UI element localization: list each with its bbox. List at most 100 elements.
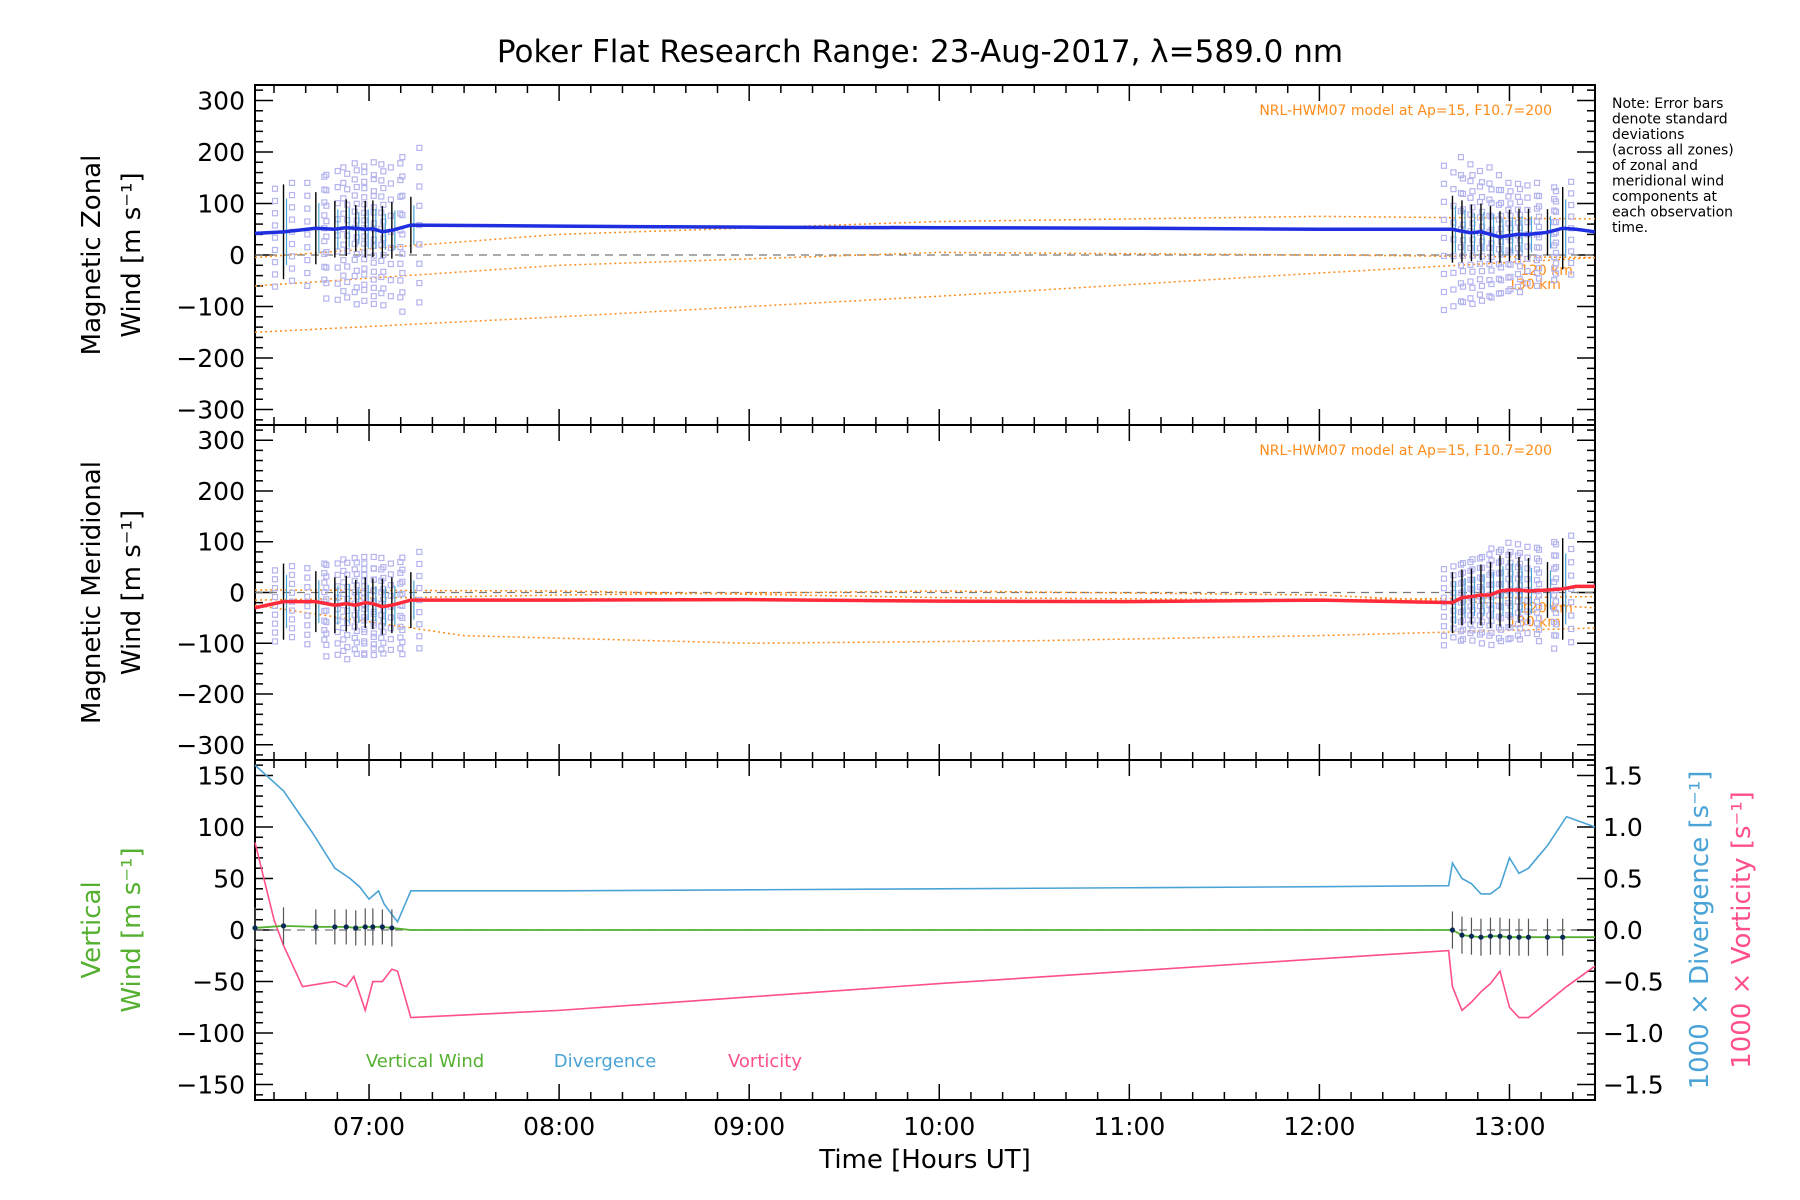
zone-sample-point [288, 216, 296, 223]
zone-sample-point [1507, 188, 1514, 195]
zone-sample-point [399, 614, 406, 622]
zone-sample-point [1552, 598, 1560, 605]
zone-sample-point [1568, 559, 1575, 566]
zone-sample-point [304, 631, 311, 638]
zone-sample-point [323, 171, 330, 178]
x-tick-label: 13:00 [1473, 1112, 1545, 1141]
chart-title: Poker Flat Research Range: 23-Aug-2017, … [497, 34, 1343, 70]
vorticity-line [254, 842, 1596, 1019]
zone-sample-point [353, 570, 360, 577]
zone-sample-point [361, 651, 368, 658]
y-tick-label: −100 [176, 629, 245, 658]
zone-sample-point [1535, 213, 1543, 220]
zone-sample-point [416, 183, 423, 190]
zone-sample-point [1524, 576, 1531, 583]
zone-sample-point [288, 240, 296, 248]
x-tick-label: 09:00 [713, 1112, 785, 1141]
vertical-wind-point [1468, 933, 1475, 939]
zone-sample-point [344, 186, 351, 193]
zone-sample-point [387, 592, 394, 600]
model-label: NRL-HWM07 model at Ap=15, F10.7=200 [1259, 103, 1552, 119]
y-axis-label: Vertical [77, 881, 107, 978]
y-right-tick-label: 1.0 [1603, 813, 1643, 842]
zone-sample-point [1469, 204, 1476, 211]
zone-sample-point [1488, 253, 1495, 261]
zone-sample-point [1497, 638, 1505, 645]
note-line: components at [1612, 189, 1718, 205]
y-right-tick-label: −1.0 [1603, 1019, 1664, 1048]
zone-sample-point [1524, 206, 1531, 214]
zone-sample-point [361, 249, 368, 256]
zone-sample-point [271, 585, 279, 592]
zone-sample-point [1507, 548, 1514, 556]
zone-sample-point [1552, 609, 1560, 616]
zone-sample-point [1505, 206, 1512, 214]
zone-sample-point [304, 205, 311, 212]
zone-sample-point [378, 241, 385, 248]
model-line [254, 589, 1596, 601]
zone-sample-point [1551, 618, 1558, 626]
zone-sample-point [271, 210, 279, 217]
zone-sample-point [1457, 262, 1465, 269]
zone-sample-point [340, 287, 347, 295]
zone-sample-point [1568, 178, 1575, 185]
zone-sample-point [1440, 566, 1448, 573]
zone-sample-point [353, 559, 360, 566]
zone-sample-point [353, 582, 360, 589]
zone-sample-point [416, 609, 423, 616]
zone-sample-point [351, 160, 358, 167]
zone-sample-point [1450, 286, 1457, 293]
zone-sample-point [1488, 629, 1495, 637]
zone-sample-point [288, 634, 296, 641]
zone-sample-point [370, 630, 377, 637]
zone-sample-point [1516, 250, 1524, 257]
zone-sample-point [1440, 198, 1448, 205]
zone-sample-point [370, 645, 377, 652]
zone-sample-point [380, 650, 387, 657]
zone-sample-point [1507, 212, 1514, 219]
zone-sample-point [416, 584, 423, 592]
zone-sample-point [1551, 552, 1558, 559]
zone-sample-point [1514, 219, 1522, 226]
zone-sample-point [323, 218, 330, 225]
zone-sample-point [1450, 269, 1457, 276]
zone-sample-point [370, 159, 377, 166]
zone-sample-point [1459, 559, 1467, 567]
zone-sample-point [288, 192, 296, 199]
zone-sample-point [1505, 539, 1512, 546]
zone-sample-point [1568, 599, 1575, 606]
zone-sample-point [1552, 249, 1560, 257]
zone-sample-point [1524, 182, 1531, 189]
zone-sample-point [1516, 549, 1524, 557]
zone-sample-point [387, 646, 394, 653]
zone-sample-point [1450, 563, 1457, 570]
zone-sample-point [1467, 261, 1474, 268]
zone-sample-point [344, 263, 351, 270]
meridional-wind-line [254, 584, 1595, 610]
zone-sample-point [361, 271, 368, 278]
zone-sample-point [1459, 626, 1467, 633]
zone-sample-point [1516, 185, 1524, 193]
zone-sample-point [380, 285, 387, 292]
zone-sample-point [1551, 565, 1558, 572]
zone-sample-point [1469, 637, 1476, 644]
zone-sample-point [323, 653, 330, 660]
zone-sample-point [288, 571, 296, 579]
zone-sample-point [1551, 207, 1558, 214]
vertical-wind-point [1560, 934, 1566, 940]
zone-sample-point [1516, 263, 1524, 270]
zone-sample-point [1459, 268, 1467, 275]
zone-sample-point [271, 283, 279, 290]
y-axis-label: Wind [m s⁻¹] [117, 847, 147, 1012]
zone-sample-point [1524, 565, 1531, 572]
zone-sample-point [361, 565, 368, 573]
zone-sample-point [288, 616, 296, 623]
legend-entry: Vorticity [728, 1051, 802, 1072]
zone-sample-point [387, 582, 394, 589]
vertical-wind-point [1506, 934, 1513, 940]
y-tick-label: 300 [197, 426, 245, 455]
zone-sample-point [304, 593, 311, 600]
note-line: (across all zones) [1612, 143, 1734, 159]
y-tick-label: 100 [197, 528, 245, 557]
zone-sample-point [334, 571, 341, 578]
